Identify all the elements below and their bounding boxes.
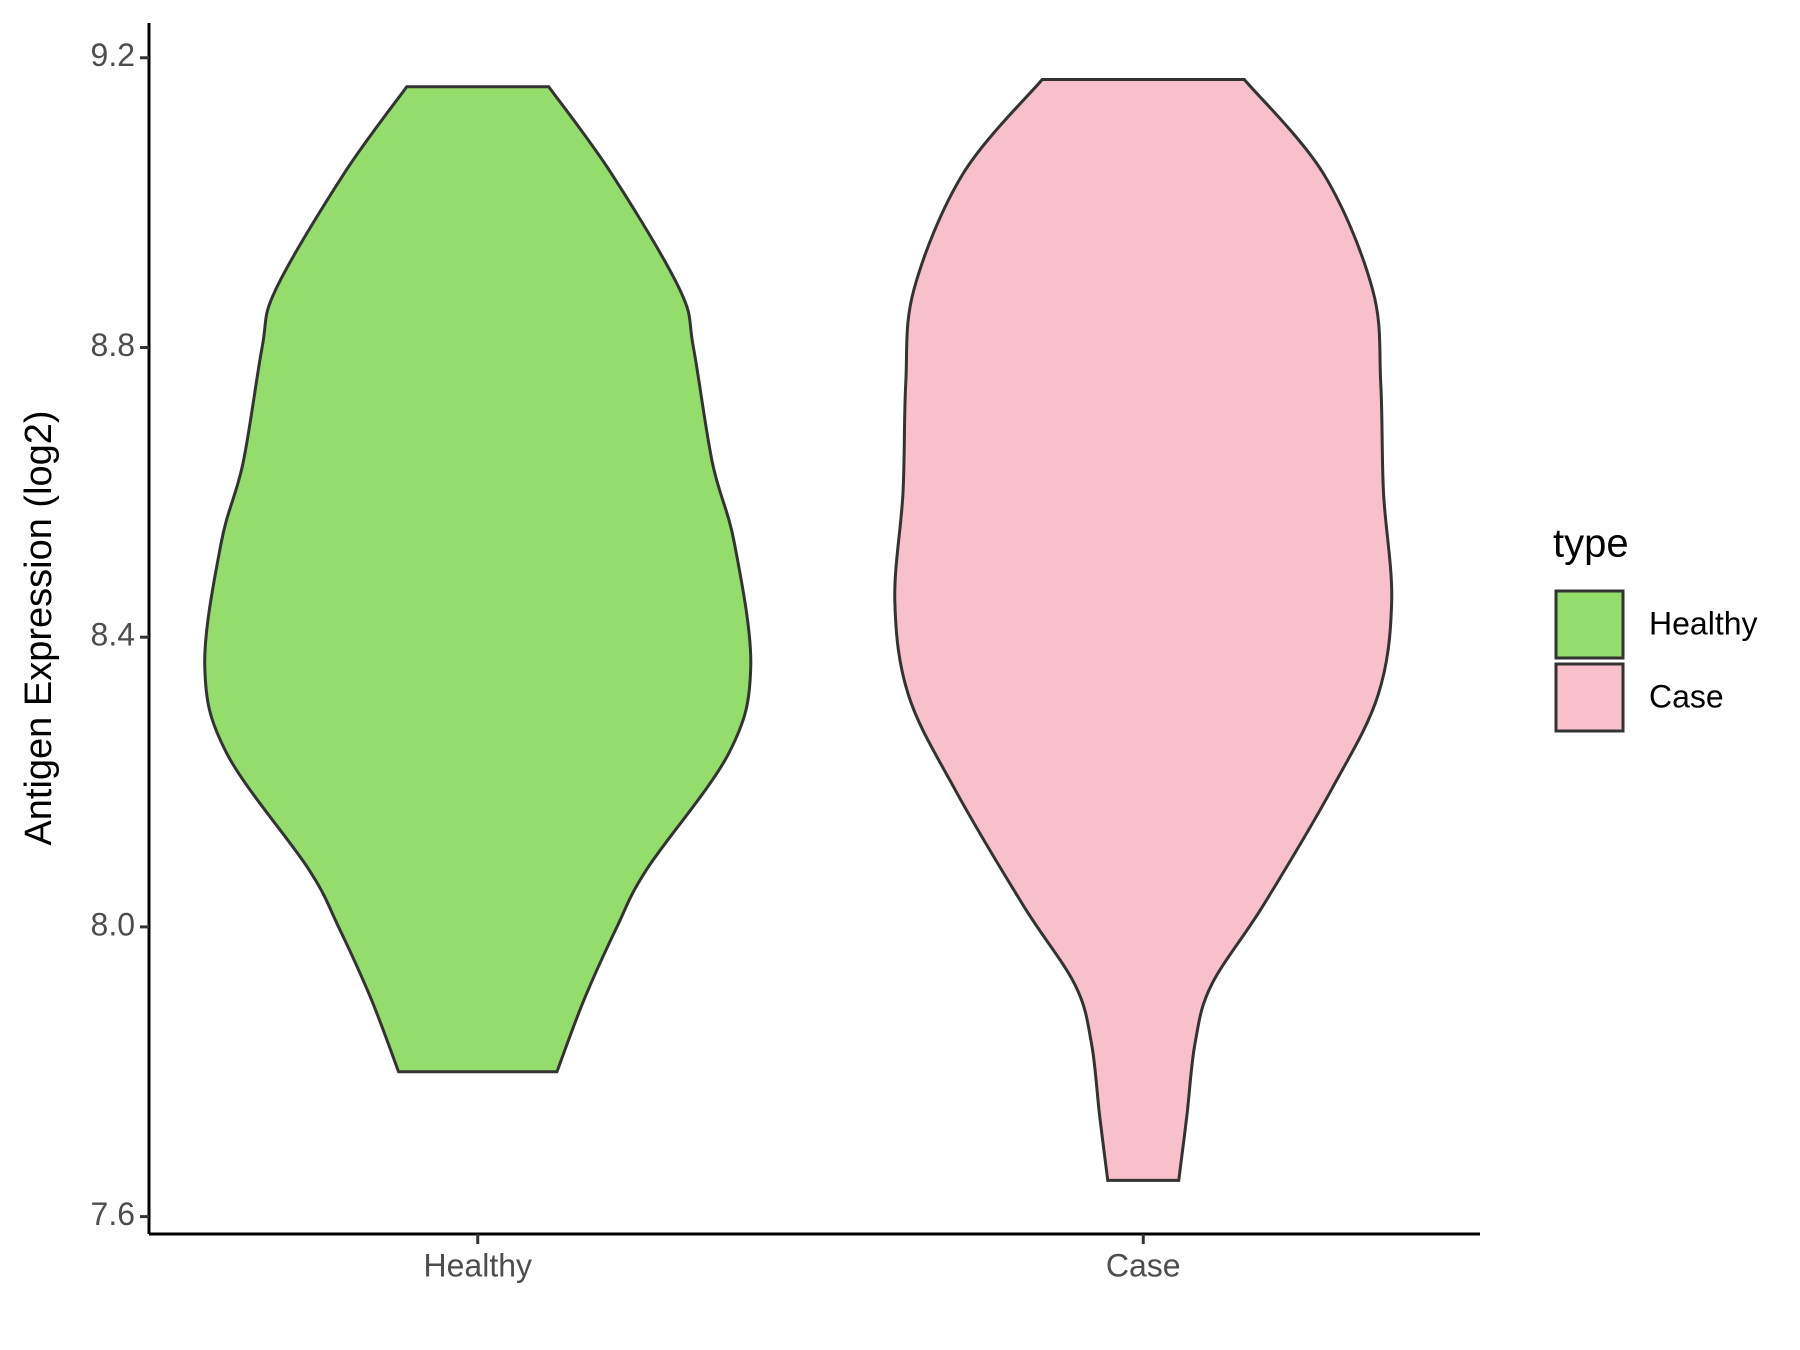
y-tick-label: 7.6 [91,1196,135,1232]
violin [893,77,1394,1182]
legend-label: Case [1649,678,1724,714]
violin [203,85,753,1074]
y-tick-label: 8.4 [91,617,135,653]
legend-key [1554,662,1625,733]
y-axis-title: Antigen Expression (log2) [18,410,60,845]
legend-label: Healthy [1649,605,1758,641]
y-tick-label: 9.2 [91,37,135,73]
legend-key [1554,589,1625,660]
legend-title: type [1553,522,1629,566]
x-tick-label: Case [1106,1247,1181,1283]
y-tick-label: 8.8 [91,327,135,363]
y-tick-label: 8.0 [91,906,135,942]
x-tick-label: Healthy [424,1247,533,1283]
